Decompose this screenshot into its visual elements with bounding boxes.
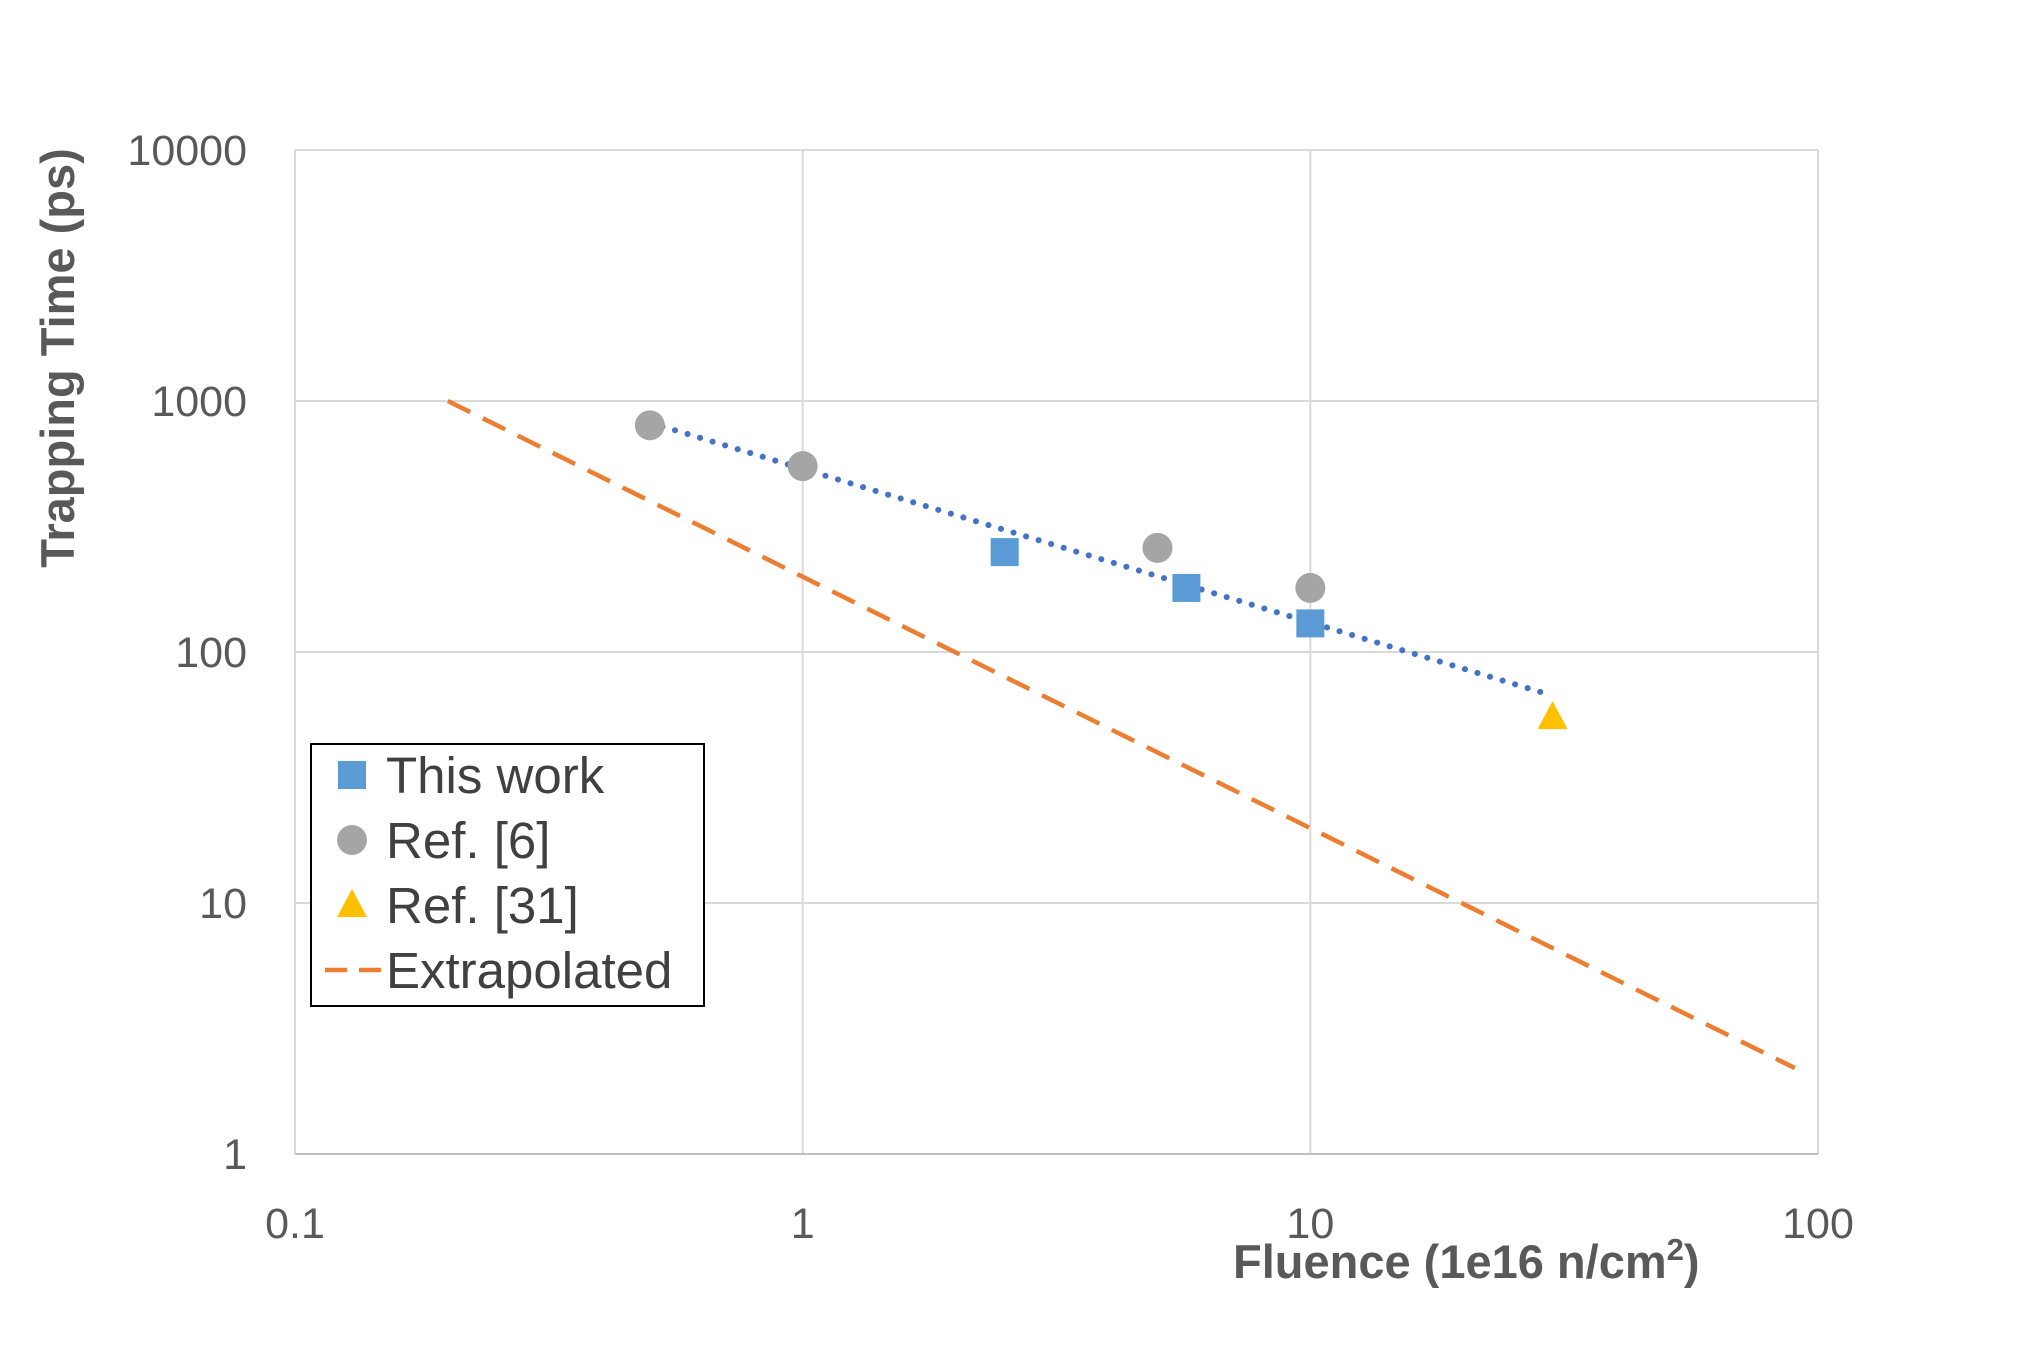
x-tick-label: 1 [791,1200,815,1248]
y-axis-title: Trapping Time (ps) [31,148,84,568]
legend-box [310,743,705,1007]
grid [295,149,1819,1154]
data-point-circle [1295,572,1326,603]
legend-swatch-square [338,761,366,789]
legend-label: Ref. [6] [386,812,550,869]
y-tick-label: 1000 [151,378,247,426]
legend-label: This work [386,747,605,804]
y-tick-label: 10 [199,880,247,928]
extrapolated-line [446,398,1796,1071]
trendline [646,419,1556,699]
data-point-square [1172,573,1201,602]
data-point-circle [787,451,818,482]
y-axis-ticks: 1 10 100 1000 10000 [127,127,247,1179]
legend-label: Extrapolated [386,942,672,999]
legend-label: Ref. [31] [386,877,579,934]
legend-swatch-circle [337,825,367,855]
y-tick-label: 10000 [127,127,247,175]
y-tick-label: 1 [223,1131,247,1179]
data-point-square [990,538,1019,567]
data-point-square [1296,609,1325,638]
plot-area [446,398,1796,1071]
x-tick-label: 10 [1286,1200,1334,1248]
x-tick-label: 0.1 [265,1200,325,1248]
x-axis-ticks: 0.1 1 10 100 [265,1200,1854,1248]
x-axis-title: Fluence (1e16 n/cm2) [1233,1232,1700,1288]
axes [294,150,1818,1155]
x-tick-label: 100 [1782,1200,1854,1248]
data-point-circle [1142,532,1173,563]
data-point-triangle [1537,701,1568,730]
y-tick-label: 100 [175,629,247,677]
data-point-circle [634,410,665,441]
legend-swatch-triangle [337,889,367,917]
legend: This work Ref. [6] Ref. [31] Extrapolated [310,743,705,1007]
